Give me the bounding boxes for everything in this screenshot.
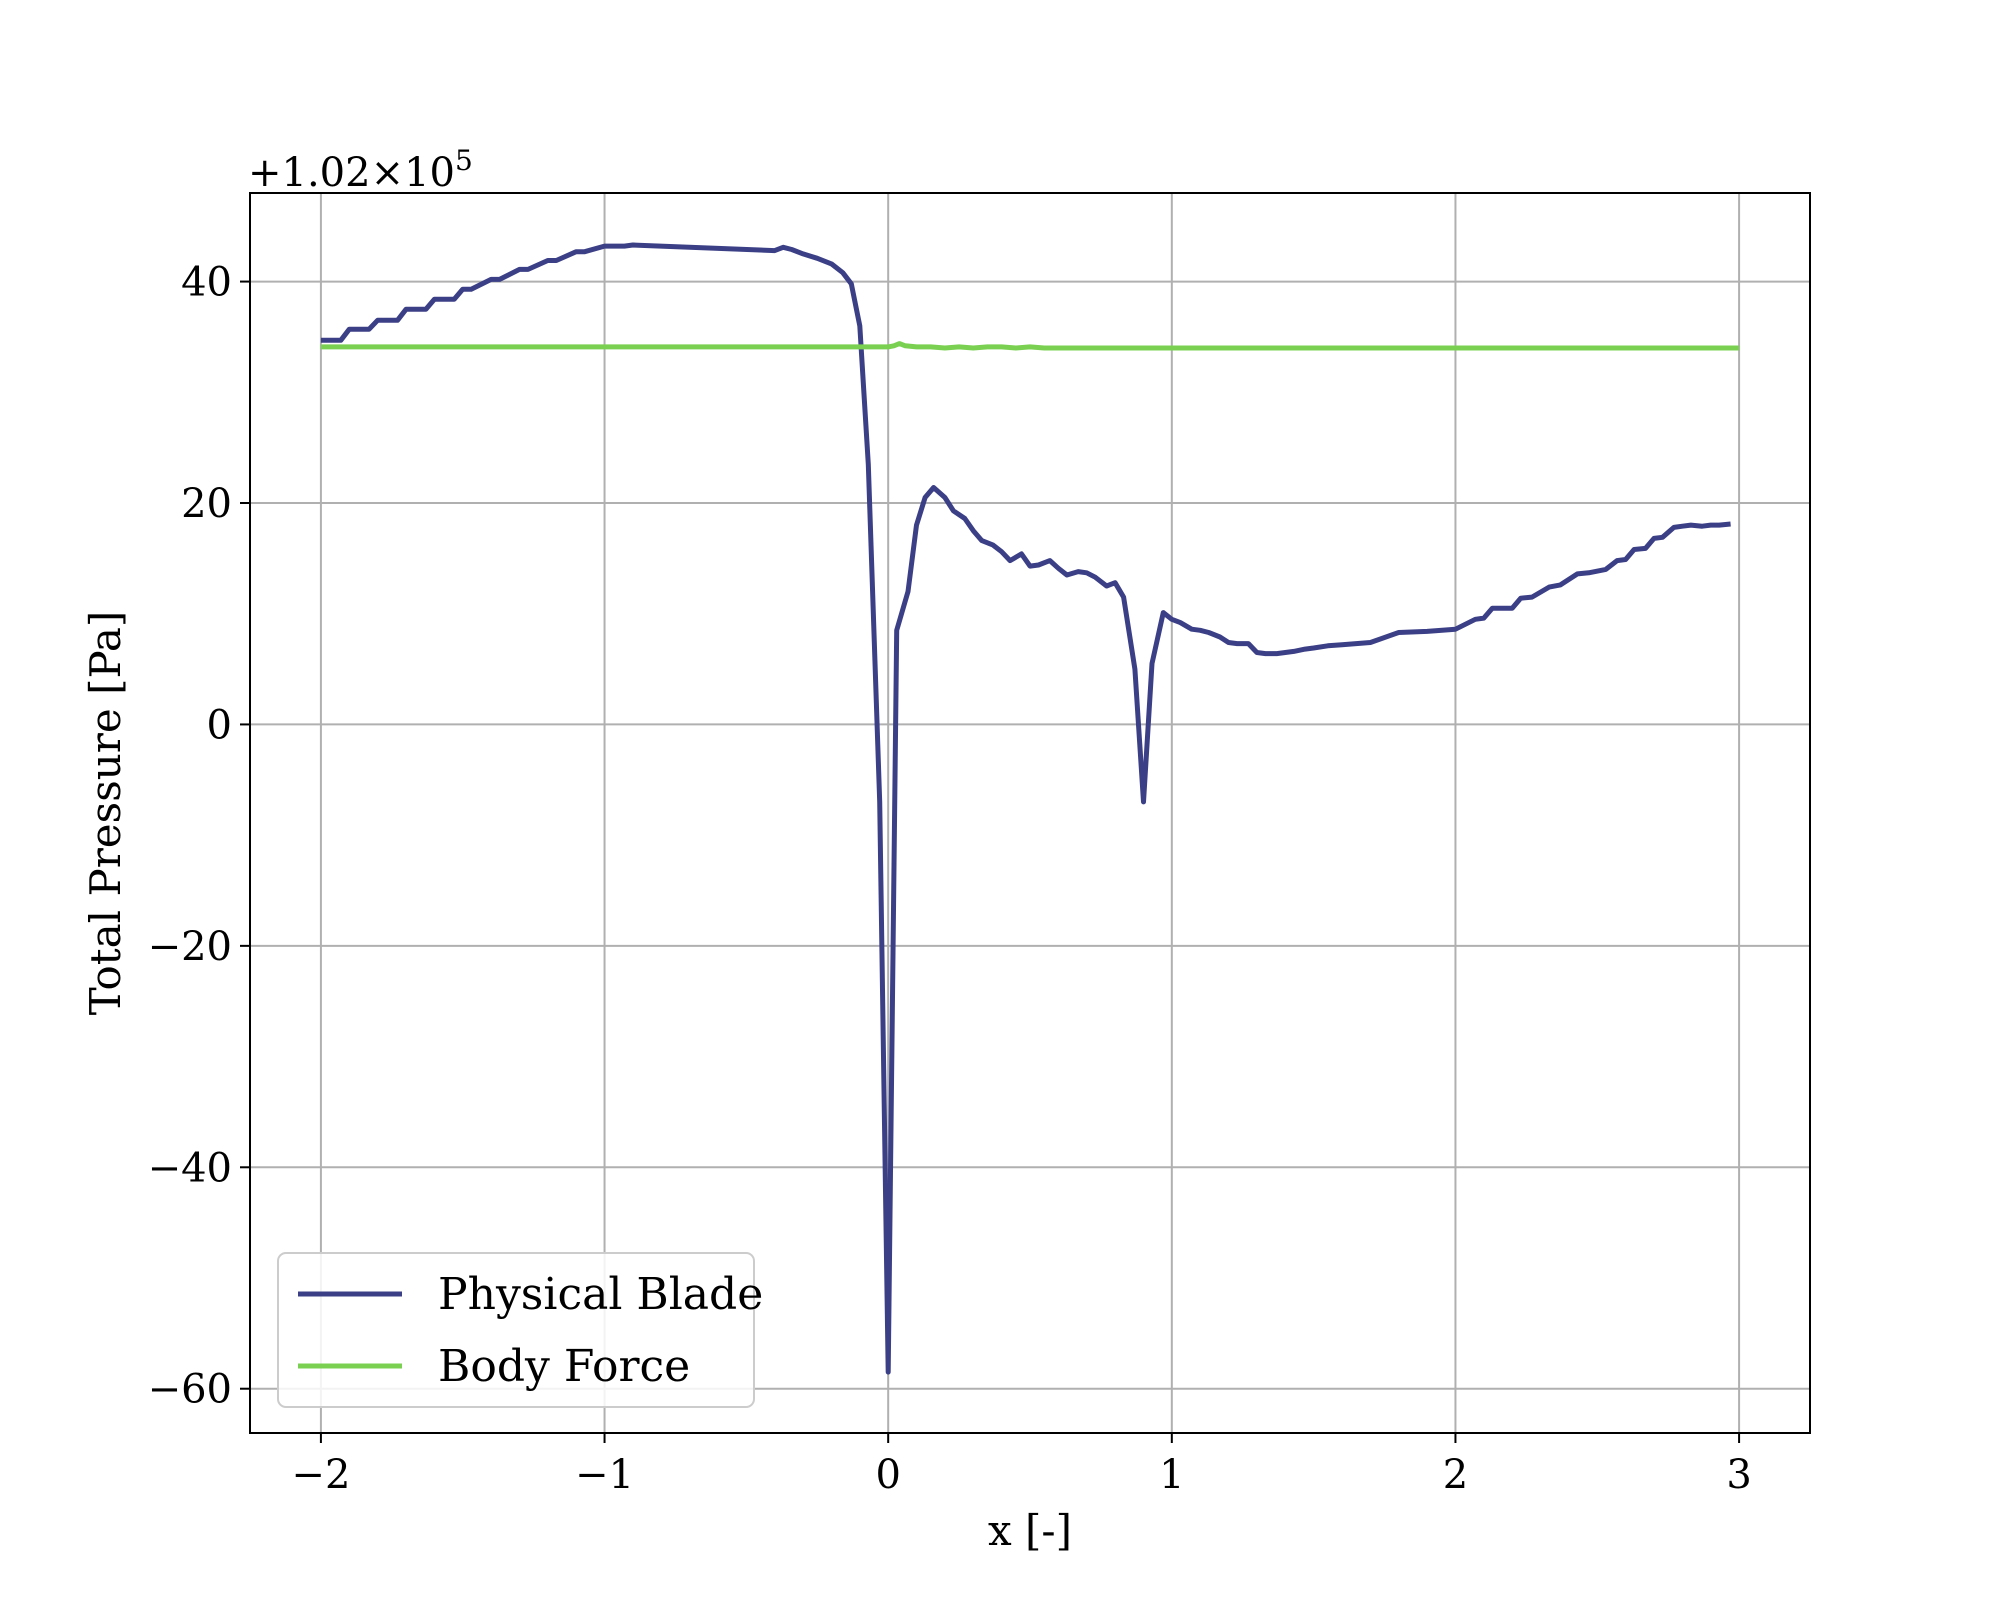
legend-label: Physical Blade	[438, 1269, 763, 1320]
plot-area-background	[250, 193, 1810, 1433]
x-tick-label: 3	[1726, 1452, 1751, 1498]
x-tick-label: 1	[1159, 1452, 1184, 1498]
axis-ticks: −2 −1 0 1 2 3 −60 −40 −20 0 20 40	[148, 260, 1752, 1498]
x-tick-label: −1	[575, 1452, 634, 1498]
x-tick-label: −2	[291, 1452, 350, 1498]
y-axis-offset-label: +1.02×105	[248, 144, 473, 196]
legend-label: Body Force	[438, 1341, 690, 1392]
x-tick-label: 0	[875, 1452, 900, 1498]
y-tick-label: 20	[181, 481, 232, 527]
x-axis-label: x [-]	[988, 1506, 1072, 1555]
y-tick-label: 0	[207, 702, 232, 748]
y-tick-label: 40	[181, 260, 232, 306]
series-line-body-force	[320, 341, 1740, 351]
legend-entries: Physical Blade Body Force	[298, 1269, 763, 1392]
y-tick-label: −40	[148, 1145, 232, 1191]
series-line-physical-blade	[320, 242, 1731, 1375]
x-tick-label: 2	[1443, 1452, 1468, 1498]
grid	[250, 193, 1810, 1433]
plot-area-frame	[249, 192, 1811, 1434]
y-axis-label: Total Pressure [Pa]	[81, 611, 130, 1016]
y-tick-label: −20	[148, 924, 232, 970]
y-offset-exponent: 5	[455, 144, 473, 177]
legend: Physical Blade Body Force	[277, 1252, 763, 1408]
y-tick-label: −60	[148, 1367, 232, 1413]
y-offset-base: +1.02×10	[248, 150, 455, 196]
series-lines	[320, 242, 1740, 1375]
